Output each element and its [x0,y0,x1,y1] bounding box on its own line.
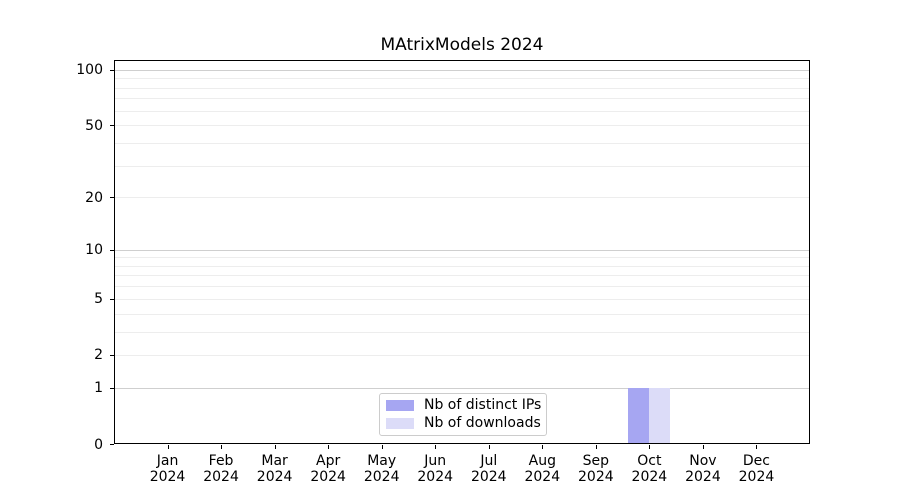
x-tick-label: Sep 2024 [566,453,626,485]
legend: Nb of distinct IPs Nb of downloads [379,393,547,436]
x-tick-label: Oct 2024 [619,453,679,485]
x-tick-month: Sep [582,453,610,469]
x-tick-month: Mar [261,453,288,469]
x-tick-month: Oct [637,453,662,469]
x-tick-label: Dec 2024 [726,453,786,485]
y-gridline-minor [115,265,809,267]
x-tick-label: May 2024 [352,453,412,485]
y-gridline-minor [115,286,809,288]
x-tick-month: Jul [480,453,498,469]
y-gridline-major [115,69,809,71]
x-tick-month: May [367,453,397,469]
y-tick-label: 50 [85,117,103,134]
y-tick-mark [110,249,114,251]
legend-label-downloads: Nb of downloads [424,415,541,431]
legend-item-distinct-ips: Nb of distinct IPs [386,397,542,413]
y-gridline-minor [115,165,809,167]
y-gridline-minor [115,78,809,80]
x-tick-year: 2024 [310,469,346,485]
x-tick-mark [595,445,597,449]
legend-swatch-distinct-ips-icon [386,400,414,411]
x-tick-mark [167,445,169,449]
y-gridline-minor [115,197,809,199]
x-tick-year: 2024 [470,469,507,485]
x-tick-label: Jul 2024 [459,453,519,485]
y-gridline-minor [115,98,809,100]
x-tick-mark [649,445,651,449]
bar-nb-of-downloads [649,387,671,443]
x-tick-year: 2024 [738,469,775,485]
x-tick-mark [702,445,704,449]
x-tick-month: Jan [156,453,179,469]
y-tick-mark [110,387,114,389]
x-tick-month: Dec [742,453,770,469]
x-tick-year: 2024 [524,469,561,485]
y-tick-mark [110,197,114,199]
y-tick-label: 1 [94,380,103,397]
y-gridline-minor [115,87,809,89]
y-gridline-major [115,249,809,251]
y-gridline-minor [115,110,809,112]
y-gridline-minor [115,354,809,356]
x-tick-label: Feb 2024 [191,453,251,485]
x-tick-mark [435,445,437,449]
x-tick-month: Jun [424,453,447,469]
y-tick-label: 2 [94,347,103,364]
y-tick-mark [110,125,114,127]
x-tick-label: Aug 2024 [512,453,572,485]
x-tick-year: 2024 [256,469,293,485]
y-tick-label: 0 [94,436,103,453]
chart-title: MAtrixModels 2024 [380,35,544,55]
y-gridline-minor [115,313,809,315]
x-tick-month: Aug [528,453,556,469]
plot-area [114,60,810,444]
x-tick-year: 2024 [631,469,668,485]
x-tick-mark [542,445,544,449]
y-gridline-major [115,387,809,389]
x-tick-label: Jan 2024 [138,453,198,485]
x-tick-year: 2024 [417,469,454,485]
x-tick-mark [488,445,490,449]
y-gridline-minor [115,125,809,127]
bar-nb-of-distinct-ips [628,387,650,443]
x-tick-year: 2024 [578,469,614,485]
y-tick-mark [110,444,114,445]
x-tick-label: Nov 2024 [673,453,733,485]
y-gridline-minor [115,142,809,144]
y-tick-mark [110,69,114,71]
x-tick-mark [328,445,330,449]
x-tick-mark [221,445,223,449]
x-tick-month: Apr [316,453,341,469]
x-tick-label: Apr 2024 [298,453,358,485]
x-tick-year: 2024 [685,469,721,485]
y-tick-label: 5 [94,291,103,308]
y-tick-label: 20 [85,189,103,206]
y-gridline-minor [115,298,809,300]
y-tick-mark [110,298,114,300]
x-tick-month: Feb [208,453,234,469]
legend-label-distinct-ips: Nb of distinct IPs [424,397,542,413]
x-tick-label: Mar 2024 [245,453,305,485]
legend-swatch-downloads-icon [386,418,414,429]
y-tick-label: 10 [85,242,103,259]
y-gridline-minor [115,331,809,333]
x-tick-year: 2024 [363,469,400,485]
x-tick-label: Jun 2024 [405,453,465,485]
legend-item-downloads: Nb of downloads [386,415,541,431]
x-tick-mark [274,445,276,449]
x-tick-month: Nov [689,453,717,469]
x-tick-mark [756,445,758,449]
y-tick-label: 100 [76,62,103,79]
y-gridline-minor [115,257,809,259]
x-tick-mark [381,445,383,449]
x-tick-year: 2024 [203,469,239,485]
y-gridline-minor [115,275,809,277]
y-tick-mark [110,354,114,356]
x-tick-year: 2024 [149,469,186,485]
